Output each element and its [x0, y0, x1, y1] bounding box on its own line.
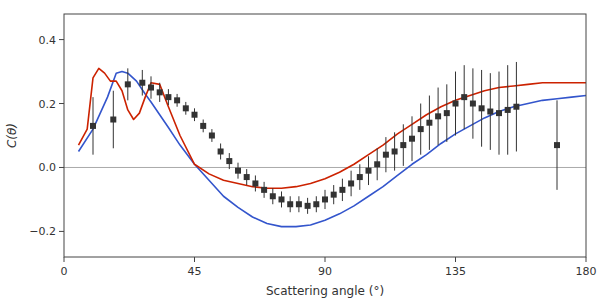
data-point — [374, 161, 380, 167]
data-point — [110, 117, 116, 123]
data-point — [444, 110, 450, 116]
data-point — [270, 193, 276, 199]
data-point — [479, 105, 485, 111]
data-point — [296, 201, 302, 207]
data-point — [165, 94, 171, 100]
y-tick-label: 0.0 — [39, 161, 57, 174]
data-point — [505, 107, 511, 113]
data-point — [322, 196, 328, 202]
y-tick — [59, 39, 64, 40]
data-point — [383, 152, 389, 158]
x-tick-label: 90 — [318, 265, 332, 278]
data-point — [252, 180, 258, 186]
x-tick-label: 135 — [445, 265, 466, 278]
measured-points — [90, 62, 560, 214]
data-point — [148, 85, 154, 91]
y-tick-label: 0.4 — [39, 34, 57, 47]
data-point — [409, 136, 415, 142]
data-point — [209, 133, 215, 139]
plot-data — [64, 62, 586, 227]
data-point — [287, 201, 293, 207]
data-point — [400, 142, 406, 148]
y-tick — [59, 167, 64, 168]
data-point — [461, 94, 467, 100]
data-point — [305, 203, 311, 209]
data-point — [513, 104, 519, 110]
y-tick — [59, 231, 64, 232]
chart: 0 45 90 135 180 −0.2 0.0 0.2 0.4 Scattering angle… — [0, 0, 602, 303]
data-point — [453, 101, 459, 107]
x-tick — [325, 257, 326, 262]
y-axis-label: C(θ) — [5, 123, 19, 148]
data-point — [366, 168, 372, 174]
x-tick — [455, 257, 456, 262]
plot-frame — [64, 14, 586, 257]
data-point — [331, 192, 337, 198]
data-point — [125, 81, 131, 87]
data-point — [244, 174, 250, 180]
data-point — [90, 123, 96, 129]
data-point — [279, 196, 285, 202]
data-point — [261, 187, 267, 193]
data-point — [157, 89, 163, 95]
data-point — [200, 123, 206, 129]
x-tick-label: 45 — [188, 265, 202, 278]
data-point — [192, 112, 198, 118]
data-point — [339, 187, 345, 193]
reference-line — [64, 167, 586, 168]
y-tick — [59, 103, 64, 104]
data-point — [183, 105, 189, 111]
x-tick — [64, 257, 65, 262]
x-tick-label: 0 — [61, 265, 68, 278]
data-point — [313, 201, 319, 207]
y-tick-label: −0.2 — [29, 225, 56, 238]
x-tick — [194, 257, 195, 262]
data-point — [554, 142, 560, 148]
theory-line — [79, 72, 587, 227]
x-axis-label: Scattering angle (°) — [266, 284, 384, 298]
data-point — [348, 180, 354, 186]
data-point — [226, 158, 232, 164]
data-point — [235, 168, 241, 174]
x-tick — [586, 257, 587, 262]
data-point — [496, 110, 502, 116]
y-tick-label: 0.2 — [39, 98, 57, 111]
x-tick-label: 180 — [576, 265, 597, 278]
data-point — [357, 174, 363, 180]
data-point — [139, 80, 145, 86]
theory-line — [79, 68, 587, 188]
data-point — [418, 126, 424, 132]
data-point — [487, 109, 493, 115]
data-point — [435, 113, 441, 119]
data-point — [426, 120, 432, 126]
plot-area — [64, 14, 586, 257]
data-point — [174, 97, 180, 103]
data-point — [470, 101, 476, 107]
data-point — [392, 148, 398, 154]
data-point — [218, 148, 224, 154]
